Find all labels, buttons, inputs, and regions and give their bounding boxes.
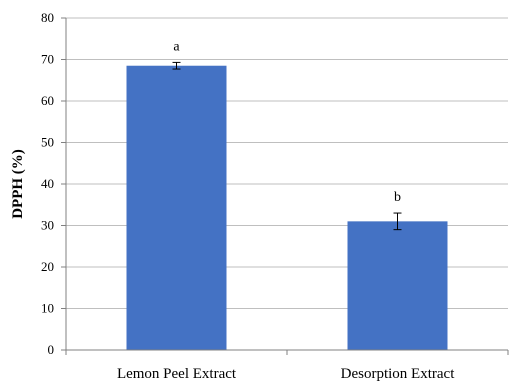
x-category-label: Lemon Peel Extract <box>117 366 237 382</box>
y-axis-ticks: 0 10 20 30 40 50 60 70 80 <box>41 10 66 357</box>
y-tick-label: 50 <box>41 135 54 150</box>
y-tick-label: 10 <box>41 301 54 316</box>
x-axis-categories: Lemon Peel Extract Desorption Extract <box>65 350 509 382</box>
significance-label: a <box>173 39 180 54</box>
y-tick-label: 80 <box>41 10 54 25</box>
significance-labels: ab <box>173 39 401 205</box>
y-tick-label: 20 <box>41 259 54 274</box>
bar-desorption-extract <box>347 221 448 350</box>
bar-lemon-peel-extract <box>126 65 227 350</box>
significance-label: b <box>394 190 401 205</box>
x-category-label: Desorption Extract <box>341 366 456 382</box>
y-axis-label: DPPH (%) <box>10 149 26 219</box>
bars <box>126 65 448 350</box>
y-tick-label: 60 <box>41 93 54 108</box>
y-tick-label: 40 <box>41 176 54 191</box>
y-tick-label: 30 <box>41 218 54 233</box>
error-bars <box>172 61 402 231</box>
y-tick-label: 0 <box>48 342 55 357</box>
y-tick-label: 70 <box>41 52 54 67</box>
